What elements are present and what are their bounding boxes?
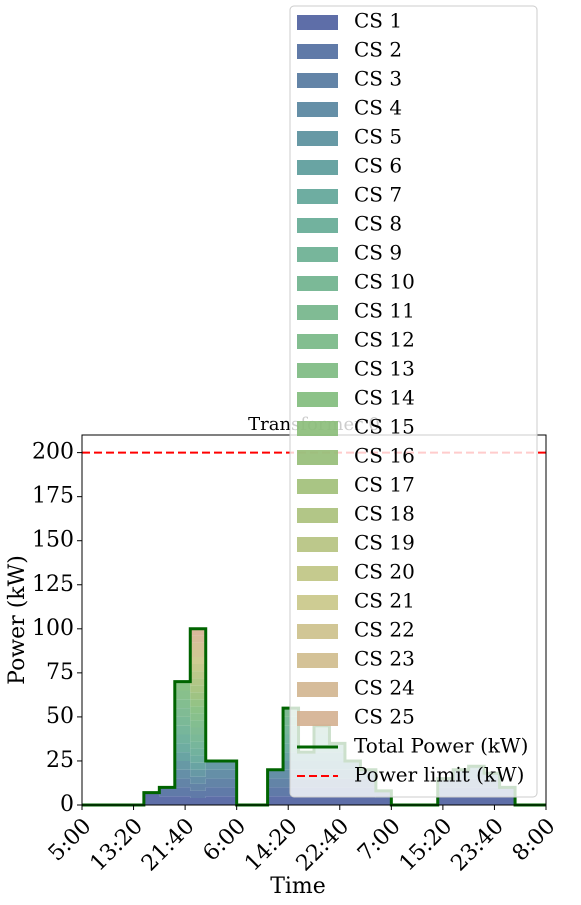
x-tick-label: 15:20 (395, 814, 458, 877)
legend-box (289, 5, 538, 798)
legend-label: Power limit (kW) (354, 763, 524, 787)
legend-label: CS 16 (354, 444, 415, 468)
y-tick-label: 0 (60, 792, 74, 817)
legend-swatch (297, 160, 338, 175)
legend: CS 1 CS 2 CS 3 CS 4 CS 5 CS 6 CS 7 CS 8 CS 9 CS 1… (289, 5, 538, 798)
legend-label: CS 22 (354, 618, 415, 642)
area (82, 716, 546, 805)
area (82, 690, 546, 805)
area (82, 743, 546, 805)
area (82, 778, 546, 805)
legend-swatch (297, 102, 338, 117)
legend-swatch (297, 479, 338, 494)
legend-label: Total Power (kW) (354, 734, 528, 758)
legend-swatch (297, 15, 338, 30)
legend-label: CS 14 (354, 386, 415, 410)
legend-label: CS 5 (354, 125, 402, 149)
area (82, 752, 546, 805)
legend-swatch (297, 682, 338, 697)
legend-swatch (297, 218, 338, 233)
legend-swatch (297, 537, 338, 552)
legend-label: CS 25 (354, 705, 415, 729)
legend-swatch (297, 363, 338, 378)
x-tick-label: 23:40 (446, 814, 509, 877)
y-tick-label: 100 (32, 616, 74, 641)
y-axis-label: Power (kW) (5, 555, 30, 685)
legend-label: CS 17 (354, 473, 415, 497)
legend-swatch (297, 566, 338, 581)
y-tick-label: 50 (46, 704, 74, 729)
legend-label: CS 1 (354, 9, 402, 33)
y-tick-label: 175 (32, 484, 74, 509)
area (82, 792, 546, 805)
y-tick-label: 125 (32, 572, 74, 597)
x-tick-label: 8:00 (508, 814, 561, 867)
area (82, 725, 546, 805)
legend-label: CS 10 (354, 270, 415, 294)
legend-label: CS 9 (354, 241, 402, 265)
area (82, 734, 546, 805)
legend-swatch (297, 276, 338, 291)
y-tick-label: 150 (32, 528, 74, 553)
legend-label: CS 13 (354, 357, 415, 381)
legend-label: CS 7 (354, 183, 402, 207)
legend-label: CS 15 (354, 415, 415, 439)
area (82, 769, 546, 805)
legend-label: CS 6 (354, 154, 402, 178)
legend-swatch (297, 595, 338, 610)
legend-swatch (297, 624, 338, 639)
legend-label: CS 2 (354, 38, 402, 62)
legend-label: CS 20 (354, 560, 415, 584)
legend-label: CS 18 (354, 502, 415, 526)
legend-swatch (297, 711, 338, 726)
x-axis-label: Time (270, 874, 326, 899)
y-tick-label: 25 (46, 748, 74, 773)
legend-swatch (297, 508, 338, 523)
legend-label: CS 3 (354, 67, 402, 91)
legend-swatch (297, 305, 338, 320)
x-tick-label: 22:40 (292, 814, 355, 877)
legend-swatch (297, 421, 338, 436)
legend-label: CS 4 (354, 96, 402, 120)
legend-swatch (297, 189, 338, 204)
legend-swatch (297, 131, 338, 146)
y-tick-label: 200 (32, 440, 74, 465)
legend-swatch (297, 653, 338, 668)
legend-swatch (297, 247, 338, 262)
legend-label: CS 24 (354, 676, 415, 700)
legend-swatch (297, 334, 338, 349)
legend-label: CS 11 (354, 299, 415, 323)
x-tick-label: 13:20 (86, 814, 149, 877)
legend-label: CS 19 (354, 531, 415, 555)
legend-swatch (297, 44, 338, 59)
x-tick-label: 21:40 (137, 814, 200, 877)
y-tick-label: 75 (46, 660, 74, 685)
legend-swatch (297, 392, 338, 407)
area (82, 708, 546, 805)
x-tick-label: 14:20 (240, 814, 303, 877)
legend-swatch (297, 450, 338, 465)
legend-swatch (297, 73, 338, 88)
area (82, 699, 546, 805)
area (82, 681, 546, 805)
legend-label: CS 21 (354, 589, 415, 613)
legend-label: CS 12 (354, 328, 415, 352)
legend-label: CS 8 (354, 212, 402, 236)
legend-label: CS 23 (354, 647, 415, 671)
area (82, 760, 546, 805)
